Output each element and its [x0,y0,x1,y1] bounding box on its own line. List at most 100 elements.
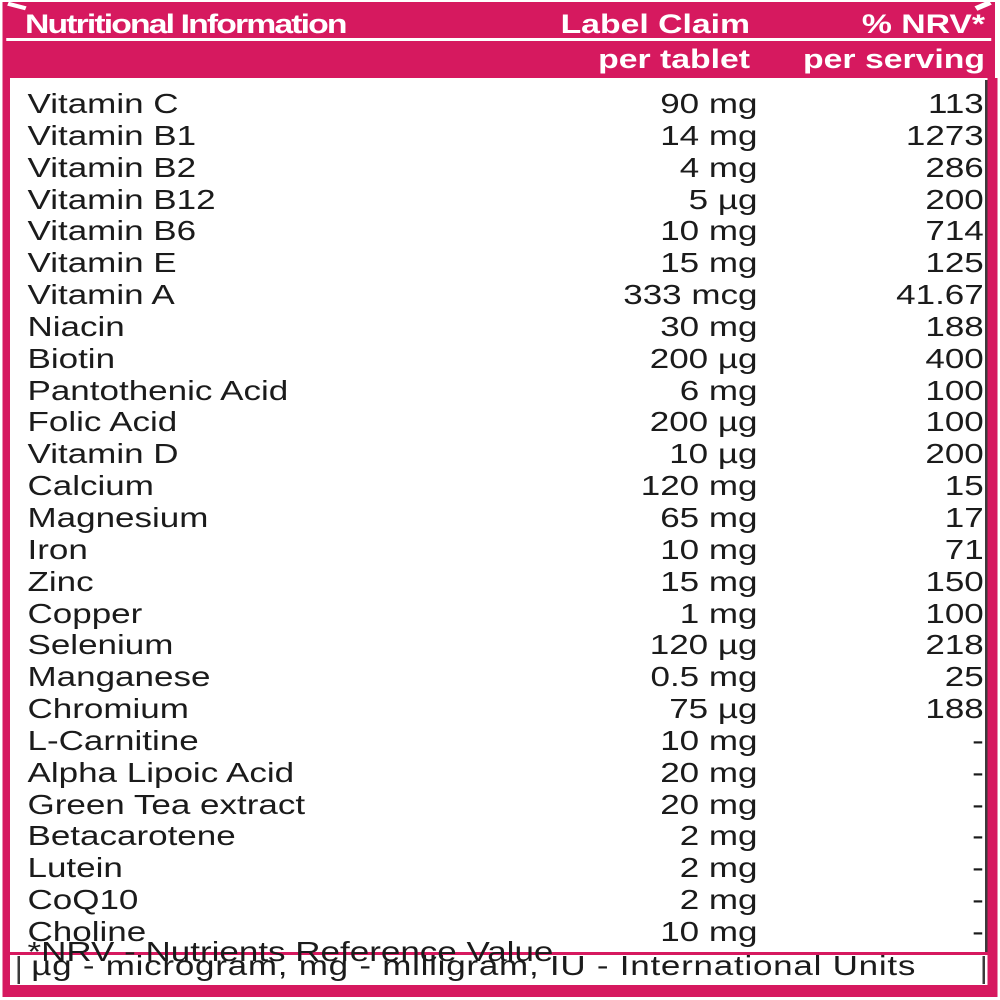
label-claim-value: 200 µg [649,342,758,374]
nutrient-name: Alpha Lipoic Acid [27,756,295,788]
nutrient-name: CoQ10 [27,884,139,916]
bottom-border-bar [2,985,998,997]
nutrient-name: Selenium [27,629,174,661]
nrv-value: 150 [925,565,984,597]
table-header: Nutritional Information Label Claim per … [2,0,995,78]
nrv-value: 100 [925,374,984,406]
nutrient-name: Vitamin B6 [27,215,197,247]
footer-divider-line [2,952,998,955]
label-claim-value: 10 mg [660,724,758,756]
table-row: L-Carnitine 10 mg - [28,725,986,757]
nutrient-name: Lutein [27,852,123,884]
nutrient-name: Magnesium [27,501,209,533]
nutrient-name: Calcium [27,470,154,502]
table-row: Betacarotene 2 mg - [28,820,986,852]
nrv-value: 125 [925,247,984,279]
nrv-value: - [972,756,984,788]
corner-artifact-left [7,1,27,11]
label-claim-value: 30 mg [660,310,758,342]
nutrient-name: Vitamin B12 [27,183,216,215]
nrv-value: 286 [925,151,984,183]
table-row: Manganese 0.5 mg 25 [28,661,986,693]
label-claim-value: 200 µg [649,406,758,438]
units-footnote: µg - microgram, mg - milligram, IU - Int… [31,950,917,981]
label-claim-value: 90 mg [660,88,758,119]
nutrient-name: Choline [27,915,147,947]
nrv-value: - [972,852,984,884]
table-row: Biotin 200 µg 400 [28,343,986,375]
nrv-value: 100 [925,597,984,629]
nutrient-table-body: Vitamin C 90 mg 113 Vitamin B1 14 mg 127… [28,88,986,948]
table-row: Vitamin E 15 mg 125 [28,247,986,279]
nutrient-name: Pantothenic Acid [27,374,289,406]
table-row: Chromium 75 µg 188 [28,693,986,725]
label-claim-value: 333 mcg [623,279,758,311]
label-claim-value: 15 mg [660,565,758,597]
nrv-footnote: *NRV - Nutrients Reference Value [27,936,554,967]
nutrient-name: Vitamin D [27,438,179,470]
table-row: Green Tea extract 20 mg - [28,789,986,821]
table-row: Magnesium 65 mg 17 [28,502,986,534]
label-claim-value: 20 mg [660,756,758,788]
header-label-claim-line2: per tablet [598,44,750,74]
table-row: Vitamin A 333 mcg 41.67 [28,279,986,311]
nrv-value: 1273 [905,119,984,151]
table-row: Vitamin B2 4 mg 286 [28,152,986,184]
nrv-value: 15 [944,470,984,502]
header-nrv-line2: per serving [803,44,985,74]
header-title: Nutritional Information [25,9,347,39]
footer-right-rule [982,956,985,984]
table-row: Vitamin C 90 mg 113 [28,88,986,120]
nutrient-name: Vitamin E [27,247,177,279]
nrv-value: 714 [925,215,984,247]
nutrient-name: L-Carnitine [27,724,199,756]
nrv-value: 188 [925,310,984,342]
nrv-value: - [972,724,984,756]
label-claim-value: 0.5 mg [650,661,758,693]
nrv-value: - [972,820,984,852]
label-claim-value: 1 mg [679,597,758,629]
nrv-value: - [972,915,984,947]
label-claim-value: 120 µg [649,629,758,661]
nutrient-name: Copper [27,597,143,629]
nutrient-name: Iron [27,533,88,565]
table-row: Zinc 15 mg 150 [28,566,986,598]
nutrient-name: Vitamin B2 [27,151,197,183]
table-row: Vitamin B12 5 µg 200 [28,184,986,216]
nutrient-name: Vitamin C [27,88,179,119]
label-claim-value: 5 µg [688,183,758,215]
label-claim-value: 20 mg [660,788,758,820]
nrv-value: 400 [925,342,984,374]
label-claim-value: 6 mg [679,374,758,406]
table-row: Vitamin B6 10 mg 714 [28,215,986,247]
label-claim-value: 10 mg [660,915,758,947]
header-nrv-line1: % NRV* [861,9,985,39]
nutrient-name: Vitamin B1 [27,119,197,151]
label-claim-value: 10 mg [660,215,758,247]
table-row: Vitamin D 10 µg 200 [28,438,986,470]
nrv-value: 71 [944,533,984,565]
table-row: Choline 10 mg - [28,916,986,948]
nrv-value: - [972,884,984,916]
nrv-value: 188 [925,693,984,725]
nrv-value: - [972,788,984,820]
nutrient-name: Chromium [27,693,189,725]
label-claim-value: 120 mg [640,470,758,502]
header-col-label-claim: Label Claim per tablet [561,10,750,73]
label-claim-value: 10 µg [669,438,758,470]
right-border [987,78,998,997]
table-row: CoQ10 2 mg - [28,884,986,916]
label-claim-value: 2 mg [679,852,758,884]
nutrient-name: Niacin [27,310,125,342]
label-claim-value: 10 mg [660,533,758,565]
table-row: Lutein 2 mg - [28,852,986,884]
label-claim-value: 4 mg [679,151,758,183]
label-claim-value: 65 mg [660,501,758,533]
footer-left-rule [17,956,20,984]
nrv-value: 41.67 [896,279,984,311]
nrv-value: 113 [927,88,984,119]
left-border [2,78,10,997]
label-claim-value: 2 mg [679,820,758,852]
